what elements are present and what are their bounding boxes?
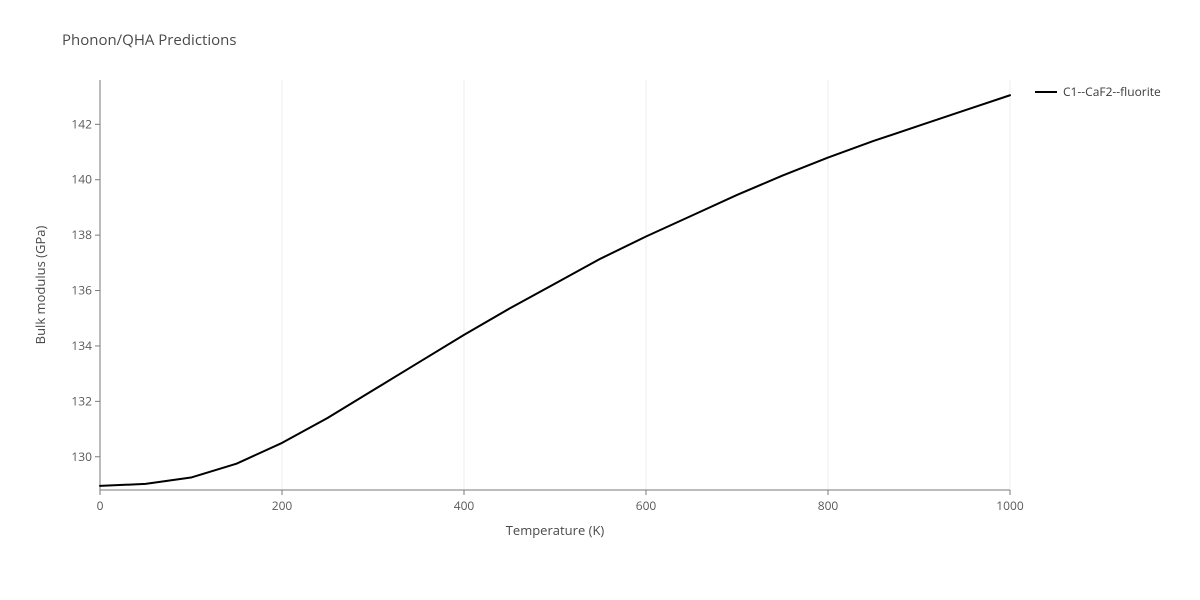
chart-svg: 0 200 400 600 800 1000 130 132 134 136 138 140 142 Te… xyxy=(0,0,1200,600)
chart-title: Phonon/QHA Predictions xyxy=(62,30,237,50)
y-tick-label: 138 xyxy=(71,226,92,243)
y-tick-label: 140 xyxy=(71,171,92,188)
legend-label: C1--CaF2--fluorite xyxy=(1063,83,1161,100)
y-tick-label: 142 xyxy=(71,115,92,132)
y-tick-label: 132 xyxy=(71,392,92,409)
y-tick-label: 136 xyxy=(71,282,92,299)
x-tick-label: 0 xyxy=(97,497,104,514)
chart-container: 0 200 400 600 800 1000 130 132 134 136 138 140 142 Te… xyxy=(0,0,1200,600)
x-tick-label: 200 xyxy=(272,497,293,514)
x-tick-label: 400 xyxy=(454,497,475,514)
y-tick-label: 134 xyxy=(71,337,92,354)
x-tick-label: 800 xyxy=(818,497,839,514)
x-axis-title: Temperature (K) xyxy=(506,521,605,539)
x-tick-label: 1000 xyxy=(996,497,1024,514)
y-tick-label: 130 xyxy=(71,448,92,465)
y-axis-title: Bulk modulus (GPa) xyxy=(31,226,49,345)
x-tick-label: 600 xyxy=(636,497,657,514)
